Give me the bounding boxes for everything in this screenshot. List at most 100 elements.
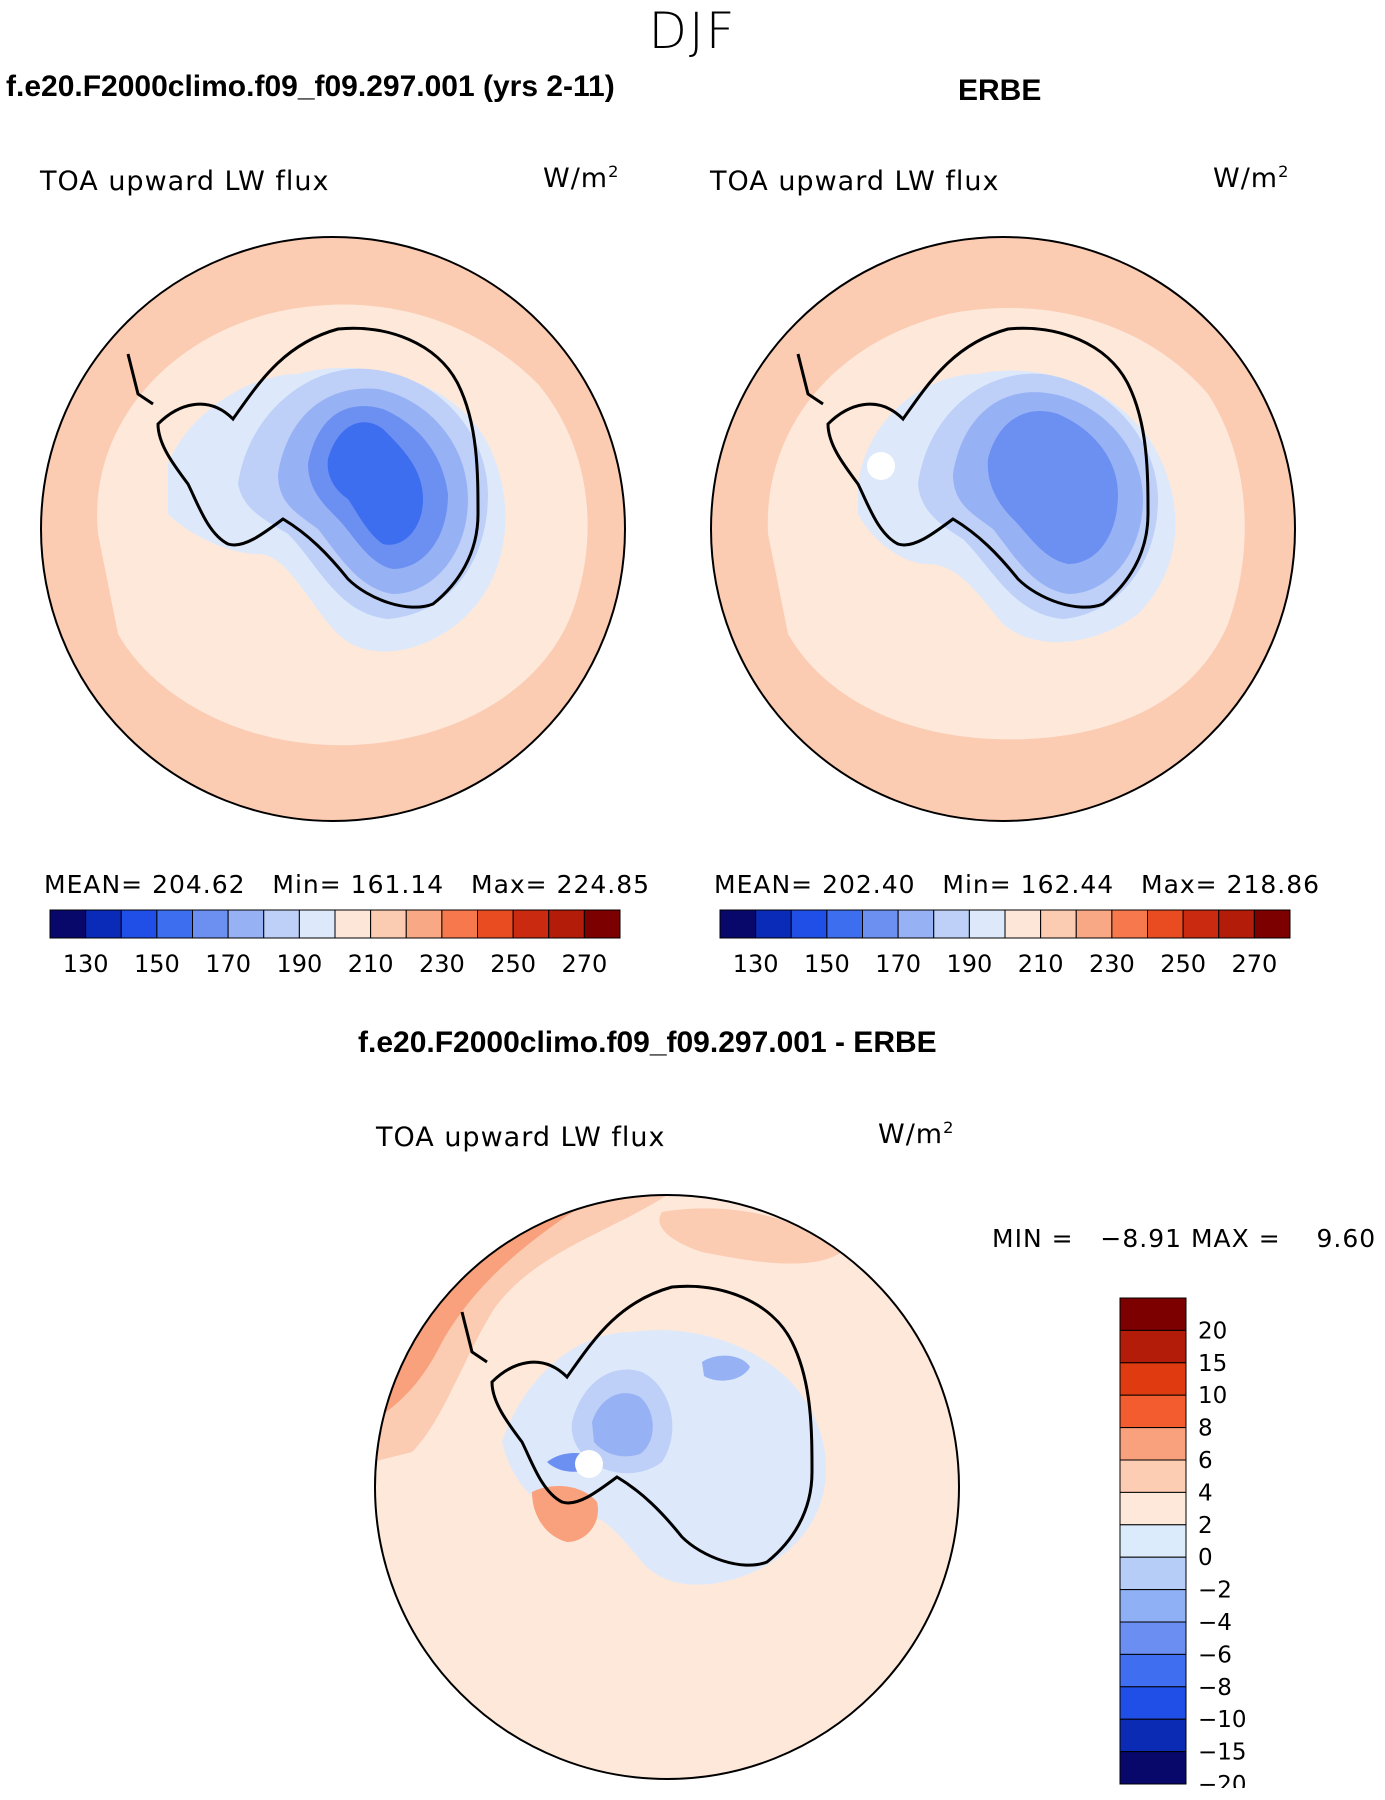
panel-2-max-value: 218.86 <box>1226 870 1321 899</box>
diff-units-base: W/m <box>878 1119 944 1150</box>
panel-2-max-label: Max= <box>1141 870 1218 899</box>
colorbar-2-swatch <box>897 909 935 939</box>
diff-min-value: −8.91 <box>1100 1224 1183 1253</box>
colorbar-diff-tick-label: 20 <box>1198 1318 1227 1344</box>
colorbar-diff-swatch <box>1119 1621 1187 1655</box>
colorbar-1-swatch <box>192 909 229 939</box>
panel-1-variable: TOA upward LW flux <box>40 166 330 197</box>
colorbar-2-swatch <box>1147 909 1184 939</box>
colorbar-diff-tick-label: 0 <box>1198 1545 1213 1571</box>
diff-minmax: MIN = −8.91 MAX = 9.60 <box>992 1224 1376 1253</box>
panel-2-units: W/m2 <box>1213 162 1289 194</box>
diff-title: f.e20.F2000climo.f09_f09.297.001 - ERBE <box>358 1026 937 1059</box>
colorbar-diff-swatch <box>1119 1589 1187 1623</box>
colorbar-1-swatch <box>477 909 514 939</box>
panel-1-case-title: f.e20.F2000climo.f09_f09.297.001 (yrs 2-… <box>6 70 615 103</box>
colorbar-2-swatch <box>968 909 1006 939</box>
diff-map-outline <box>374 1194 960 1780</box>
colorbar-diff-tick-label: 4 <box>1198 1480 1213 1506</box>
panel-1-mean-value: 204.62 <box>152 870 246 899</box>
diff-map-warm-mid-patch-north <box>659 1208 842 1264</box>
colorbar-2-tick-label: 150 <box>804 950 850 978</box>
colorbar-1-tick-label: 270 <box>561 950 607 978</box>
map-1-peninsula-coastline <box>126 353 154 406</box>
colorbar-2-swatch <box>790 909 828 939</box>
panel-2-min-value: 162.44 <box>1020 870 1115 899</box>
colorbar-1-tick-label: 130 <box>63 950 109 978</box>
map-panel-2 <box>710 236 1296 822</box>
colorbar-2-swatch <box>755 909 792 939</box>
panel-1-min-value: 161.14 <box>350 870 445 899</box>
colorbar-2-swatch <box>862 909 899 939</box>
panel-2-case-title: ERBE <box>958 74 1042 107</box>
colorbar-diff-tick-label: 10 <box>1198 1383 1227 1409</box>
colorbar-diff-tick-label: −10 <box>1198 1707 1247 1733</box>
colorbar-1-swatch <box>583 909 621 939</box>
diff-map-cool-strong-region <box>592 1393 653 1457</box>
colorbar-diff-swatch <box>1119 1459 1187 1493</box>
colorbar-2-tick-label: 230 <box>1089 950 1135 978</box>
map-2-pole-hole <box>867 452 895 480</box>
panel-2-variable: TOA upward LW flux <box>710 166 1000 197</box>
map-2-peninsula-coastline <box>796 353 824 406</box>
colorbar-2-tick-label: 170 <box>875 950 921 978</box>
colorbar-2-tick-label: 210 <box>1018 950 1064 978</box>
colorbar-diff-swatch <box>1119 1653 1187 1688</box>
colorbar-diff-swatch <box>1119 1297 1187 1331</box>
colorbar-1-tick-label: 230 <box>419 950 465 978</box>
panel-1-units-base: W/m <box>543 163 609 194</box>
colorbar-1-swatch <box>405 909 443 939</box>
colorbar-diff-tick-label: −20 <box>1198 1772 1247 1788</box>
panel-1-mean-label: MEAN= <box>44 870 144 899</box>
map-panel-diff <box>374 1194 960 1780</box>
diff-units: W/m2 <box>878 1118 954 1150</box>
map-1-antarctica-coastline <box>156 326 480 609</box>
colorbar-1-tick-label: 210 <box>348 950 394 978</box>
colorbar-diff-tick-label: −15 <box>1198 1740 1247 1766</box>
colorbar-1-swatch <box>85 909 122 939</box>
colorbar-diff-swatch <box>1119 1686 1187 1720</box>
colorbar-1-swatch <box>156 909 193 939</box>
colorbar-1-swatch <box>370 909 407 939</box>
colorbar-1-swatch <box>334 909 372 939</box>
colorbar-2-swatch <box>1075 909 1113 939</box>
colorbar-1-tick-label: 170 <box>205 950 251 978</box>
colorbar-diff-swatch <box>1119 1329 1187 1364</box>
colorbar-diff-tick-label: 6 <box>1198 1448 1213 1474</box>
colorbar-panel-1: 130 150 170 190 210 230 250 270 <box>49 909 621 978</box>
colorbar-1-swatch <box>512 909 550 939</box>
diff-min-label: MIN = <box>992 1224 1074 1253</box>
diff-units-exp: 2 <box>943 1118 955 1137</box>
panel-2-mean-label: MEAN= <box>714 870 814 899</box>
colorbar-2-tick-label: 130 <box>733 950 779 978</box>
diff-max-value: 9.60 <box>1316 1224 1377 1253</box>
colorbar-2-swatch <box>1040 909 1077 939</box>
panel-1-units: W/m2 <box>543 162 619 194</box>
colorbar-diff-swatch <box>1119 1524 1187 1558</box>
colorbar-1-tick-label: 150 <box>134 950 180 978</box>
colorbar-diff-swatch <box>1119 1556 1187 1591</box>
colorbar-2-swatch <box>826 909 863 939</box>
diff-max-label: MAX = <box>1190 1224 1281 1253</box>
panel-2-min-label: Min= <box>942 870 1012 899</box>
colorbar-diff-swatch <box>1119 1427 1187 1461</box>
diff-map-peninsula-coastline <box>460 1311 488 1364</box>
colorbar-diff-swatch <box>1119 1751 1187 1785</box>
colorbar-1-swatch <box>263 909 300 939</box>
colorbar-1-swatch <box>227 909 265 939</box>
panel-1-min-label: Min= <box>272 870 342 899</box>
colorbar-2-swatch <box>1182 909 1220 939</box>
colorbar-1-tick-label: 250 <box>490 950 536 978</box>
colorbar-1-swatch <box>548 909 585 939</box>
colorbar-diff-swatch <box>1119 1491 1187 1526</box>
map-1-cool-deepest-region <box>327 422 423 545</box>
map-2-cool-deeper-region <box>987 411 1118 564</box>
diff-variable: TOA upward LW flux <box>376 1122 666 1153</box>
colorbar-2-swatch <box>1253 909 1291 939</box>
map-2-antarctica-coastline <box>826 326 1150 609</box>
colorbar-2-swatch <box>1004 909 1042 939</box>
colorbar-diff-tick-label: −2 <box>1198 1578 1232 1604</box>
colorbar-diff-tick-label: −6 <box>1198 1642 1232 1668</box>
colorbar-2-tick-label: 250 <box>1160 950 1206 978</box>
